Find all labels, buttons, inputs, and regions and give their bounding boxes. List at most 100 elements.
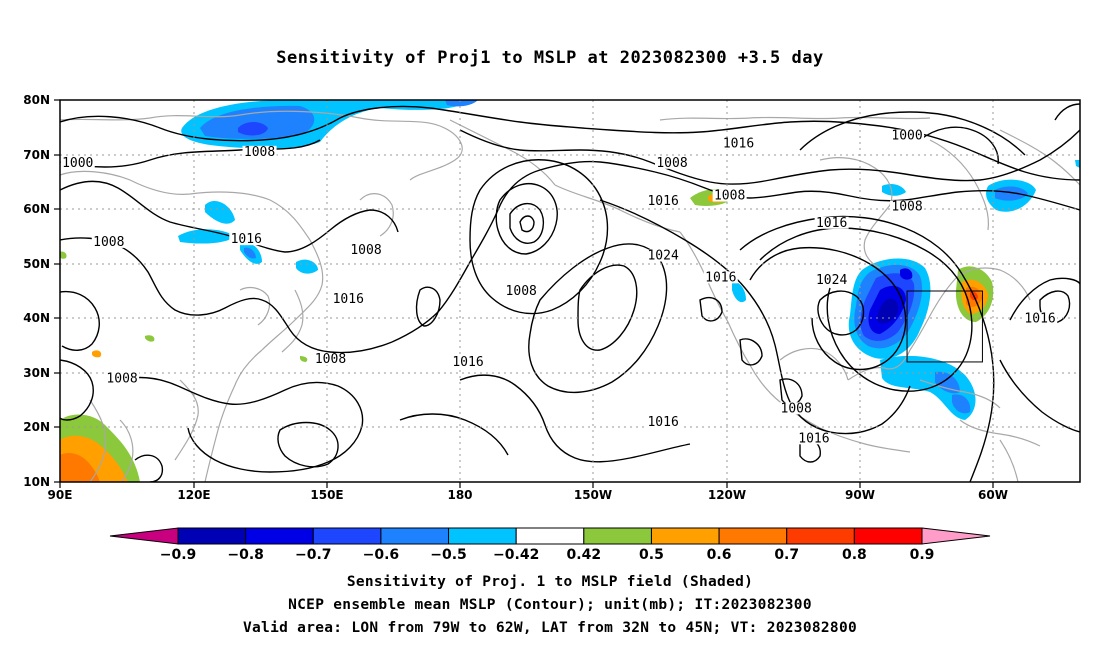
contour-label: 1008 (315, 352, 346, 367)
lat-tick-labels: 80N 70N 60N 50N 40N 30N 20N 10N (23, 93, 50, 489)
contour-label: 1008 (714, 189, 745, 204)
contour-label-bg (229, 233, 264, 246)
colorbar-tick-label: 0.7 (774, 547, 799, 563)
contour-label: 1016 (816, 216, 847, 231)
contour-label-bg (646, 249, 681, 262)
contour-label-bg (890, 200, 925, 213)
contour-label-bg (814, 274, 849, 287)
contour-label-bg (646, 415, 681, 428)
lon-tick-60w: 60W (978, 488, 1008, 502)
colorbar-tick-label: −0.42 (493, 547, 539, 563)
colorbar-tick-label: −0.7 (295, 547, 332, 563)
sensitivity-shading (60, 100, 1080, 482)
lon-tick-labels: 90E 120E 150E 180 150W 120W 90W 60W (48, 488, 1008, 502)
contour-label: 1016 (452, 355, 483, 370)
contour-label: 1000 (891, 128, 922, 143)
colorbar-cell (177, 527, 247, 545)
contour-label: 1000 (62, 156, 93, 171)
colorbar-tick-label: 0.9 (910, 547, 935, 563)
colorbar-tick-labels: −0.9 −0.8 −0.7 −0.6 −0.5 −0.42 0.42 0.5 0.6 0.7 0.… (160, 547, 935, 563)
lat-tick-80n: 80N (23, 93, 50, 107)
contour-label-bg (91, 235, 126, 248)
contour-label: 1016 (231, 232, 262, 247)
colorbar-cell (312, 527, 382, 545)
contour-label-bg (451, 355, 485, 368)
colorbar-cell (718, 527, 788, 545)
contour-label: 1008 (244, 145, 275, 160)
contour-label: 1016 (1024, 311, 1055, 326)
lon-tick-180: 180 (447, 488, 472, 502)
plot-frame (59, 99, 1081, 483)
colorbar-tick-label: −0.6 (363, 547, 400, 563)
contour-label-bg (105, 372, 140, 385)
map-title: Sensitivity of Proj1 to MSLP at 20230823… (276, 48, 824, 68)
contour-label-bg (646, 194, 681, 207)
contour-label-bg (1023, 312, 1058, 325)
valid-area-box (906, 290, 983, 363)
contour-label: 1016 (723, 137, 754, 152)
contour-label: 1016 (647, 194, 678, 209)
colorbar-cell (853, 527, 923, 545)
colorbar-tick-label: 0.5 (639, 547, 664, 563)
colorbar-tick-label: 0.6 (707, 547, 732, 563)
contour-label: 1008 (891, 199, 922, 214)
contour-label-bg (655, 156, 689, 169)
contour-label-bg (313, 353, 348, 366)
lon-tick-120w: 120W (708, 488, 746, 502)
colorbar-cells (109, 527, 991, 545)
colorbar-cell (448, 527, 517, 545)
axis-ticks (54, 99, 994, 488)
contour-label-bg (796, 432, 831, 445)
contour-label: 1008 (506, 284, 537, 299)
colorbar-min-extension (109, 527, 179, 545)
colorbar-tick-label: 0.8 (842, 547, 867, 563)
colorbar-cell (515, 527, 585, 545)
contour-label-bg (712, 189, 747, 202)
mslp-contours (60, 103, 1080, 482)
lon-tick-120e: 120E (177, 488, 210, 502)
caption-valid-area: Valid area: LON from 79W to 62W, LAT fro… (242, 620, 858, 636)
lon-tick-90w: 90W (845, 488, 875, 502)
contour-label: 1016 (333, 292, 364, 307)
caption-contour: NCEP ensemble mean MSLP (Contour); unit(… (288, 597, 812, 613)
lat-tick-20n: 20N (23, 420, 50, 434)
lon-tick-90e: 90E (48, 488, 73, 502)
contour-label-bg (703, 271, 738, 284)
colorbar-tick-label: −0.8 (227, 547, 264, 563)
contour-label: 1008 (93, 235, 124, 250)
colorbar-cell (583, 527, 652, 545)
contour-label: 1024 (647, 249, 678, 264)
caption-shading: Sensitivity of Proj. 1 to MSLP field (Sh… (346, 574, 754, 590)
colorbar-cell (786, 527, 855, 545)
contour-label-bg (349, 244, 383, 257)
contour-label-bg (721, 137, 756, 150)
contour-label: 1008 (656, 156, 687, 171)
lon-tick-150e: 150E (310, 488, 343, 502)
colorbar-cell (380, 527, 450, 545)
lat-tick-60n: 60N (23, 202, 50, 216)
contour-label-bg (504, 285, 539, 297)
colorbar-cell (650, 527, 720, 545)
lat-tick-50n: 50N (23, 257, 50, 271)
contour-label: 1008 (350, 243, 381, 258)
contour-label: 1008 (781, 401, 812, 416)
contour-label-bg (814, 216, 849, 229)
contour-label: 1024 (816, 273, 847, 288)
colorbar-tick-label: −0.9 (160, 547, 197, 563)
lat-lon-grid (60, 100, 1080, 482)
lat-tick-30n: 30N (23, 366, 50, 380)
colorbar-cell (245, 527, 314, 545)
lat-tick-40n: 40N (23, 311, 50, 325)
contour-label: 1016 (705, 270, 736, 285)
colorbar-tick-label: 0.42 (567, 547, 602, 563)
colorbar-max-extension (921, 527, 991, 545)
contour-label-bg (331, 293, 366, 306)
contour-label: 1016 (647, 415, 678, 430)
contour-label-bg (779, 402, 814, 415)
lat-tick-70n: 70N (23, 148, 50, 162)
lat-tick-10n: 10N (23, 475, 50, 489)
contour-labels: 1000 1008 1016 1008 1008 1016 1008 1008 1016 1008… (60, 128, 1058, 446)
contour-label-bg (890, 129, 925, 142)
lon-tick-150w: 150W (574, 488, 612, 502)
